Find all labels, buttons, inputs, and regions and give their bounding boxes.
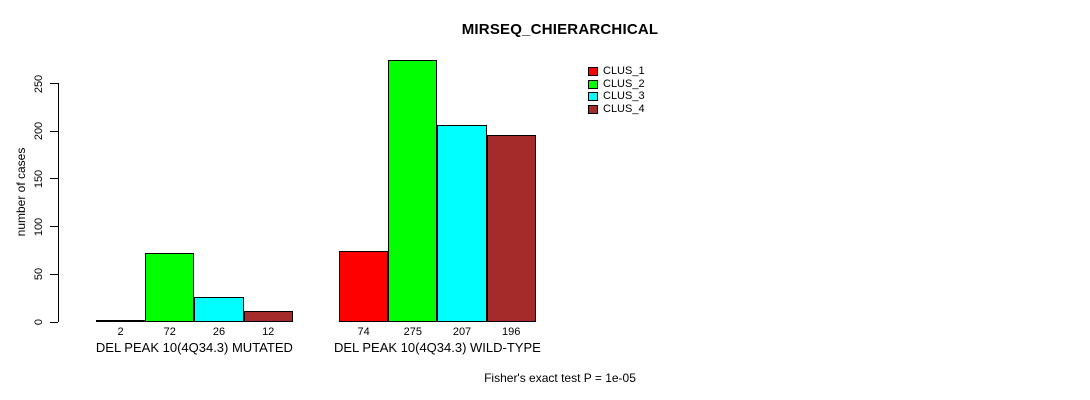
- bar-CLUS_2: [145, 253, 195, 322]
- y-tick-mark: [50, 83, 58, 84]
- legend-label: CLUS_4: [603, 102, 645, 115]
- bar-value-label: 2: [117, 326, 124, 338]
- bar-CLUS_4: [486, 135, 536, 322]
- bar-value-label: 74: [357, 326, 370, 338]
- y-tick-mark: [50, 273, 58, 275]
- y-tick-label: 100: [33, 217, 45, 236]
- fisher-test-annotation: Fisher's exact test P = 1e-05: [484, 371, 636, 385]
- bar-CLUS_3: [194, 297, 244, 322]
- bar-value-label: 275: [403, 326, 422, 338]
- legend-label: CLUS_2: [603, 77, 645, 90]
- y-tick-label: 250: [33, 74, 45, 93]
- bar-value-label: 196: [502, 326, 521, 338]
- y-tick-mark: [50, 321, 58, 323]
- bar-value-label: 26: [212, 326, 226, 338]
- y-tick-mark: [50, 226, 58, 228]
- legend-item-CLUS_3: CLUS_3: [588, 90, 645, 103]
- legend-label: CLUS_3: [603, 90, 645, 103]
- bar-CLUS_3: [437, 125, 487, 322]
- legend-item-CLUS_4: CLUS_4: [588, 103, 645, 116]
- bar-value-label: 207: [452, 326, 472, 338]
- chart-title: MIRSEQ_CHIERARCHICAL: [461, 21, 659, 38]
- legend: CLUS_1 CLUS_2 CLUS_3 CLUS_4: [588, 65, 645, 116]
- legend-item-CLUS_1: CLUS_1: [588, 65, 645, 78]
- legend-swatch-CLUS_2: [588, 79, 598, 89]
- legend-swatch-CLUS_3: [588, 92, 598, 102]
- y-tick-label: 50: [33, 268, 45, 281]
- bar-value-label: 72: [163, 326, 176, 338]
- bar-CLUS_1: [339, 251, 389, 322]
- legend-item-CLUS_2: CLUS_2: [588, 78, 645, 91]
- category-label: DEL PEAK 10(4Q34.3) MUTATED: [95, 340, 293, 355]
- category-label: DEL PEAK 10(4Q34.3) WILD-TYPE: [333, 340, 541, 355]
- y-tick-label: 0: [33, 318, 45, 326]
- y-axis-title: number of cases: [14, 147, 28, 237]
- y-tick-label: 150: [33, 169, 45, 189]
- legend-swatch-CLUS_4: [588, 104, 598, 114]
- bar-CLUS_4: [243, 311, 293, 322]
- y-axis-line: [58, 83, 59, 322]
- bar-CLUS_2: [388, 60, 438, 322]
- legend-label: CLUS_1: [603, 64, 645, 77]
- y-tick-mark: [50, 178, 58, 180]
- y-tick-mark: [50, 130, 58, 132]
- y-tick-label: 200: [33, 122, 45, 141]
- bar-value-label: 12: [262, 326, 275, 338]
- bar-CLUS_1: [96, 320, 146, 322]
- legend-swatch-CLUS_1: [588, 66, 598, 76]
